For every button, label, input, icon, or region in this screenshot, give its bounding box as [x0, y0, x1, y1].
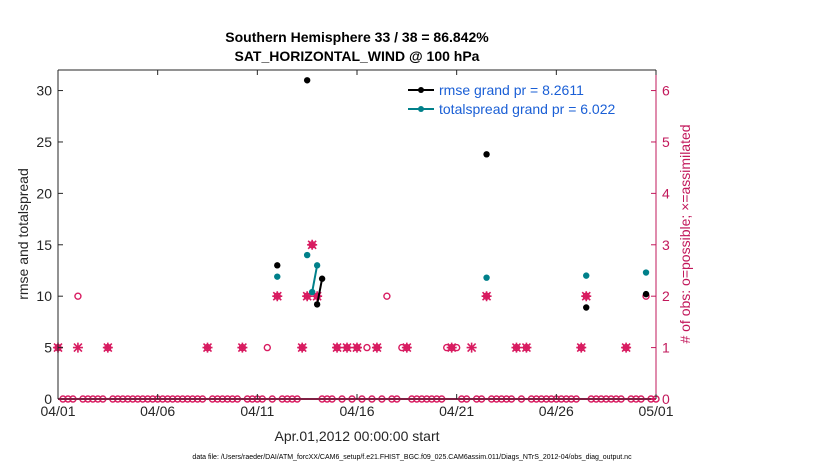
x-tick-label-2: 04/11: [240, 403, 274, 419]
obs-assimilated-marker: [102, 342, 113, 353]
chart-title-line1: Southern Hemisphere 33 / 38 = 86.842%: [225, 29, 489, 45]
legend-rmse-marker: [418, 87, 424, 93]
ticks-layer: 04/01 04/06 04/11 04/16 04/21 04/26 05/0105101…: [36, 70, 674, 419]
x-tick-label-5: 04/26: [539, 403, 574, 419]
obs-assimilated-marker: [621, 342, 632, 353]
series-layer: [274, 77, 650, 311]
y-axis-right-label: # of obs: o=possible; ×=assimilated: [677, 124, 693, 343]
spread-point: [303, 251, 311, 259]
x-tick-label-0: 04/01: [40, 403, 75, 419]
y-right-tick-label-3: 3: [662, 237, 670, 253]
legend-spread-marker: [418, 106, 424, 112]
y-left-tick-label-0: 0: [44, 391, 52, 407]
rmse-point: [318, 275, 326, 282]
obs-layer: [53, 239, 650, 353]
obs-assimilated-marker: [481, 291, 492, 302]
obs-assimilated-marker: [342, 342, 353, 353]
x-tick-label-1: 04/06: [140, 403, 175, 419]
y-right-tick-label-0: 0: [662, 391, 670, 407]
obs-assimilated-marker: [312, 291, 323, 302]
obs-assimilated-marker: [371, 342, 382, 353]
spread-point: [642, 269, 650, 276]
obs-assimilated-marker: [72, 342, 83, 353]
rmse-point: [583, 304, 590, 311]
obs-assimilated-marker: [401, 342, 412, 353]
x-tick-label-6: 05/01: [638, 403, 673, 419]
x-tick-label-3: 04/16: [339, 403, 374, 419]
y-left-tick-label-2: 10: [36, 288, 52, 304]
rmse-line: [316, 278, 324, 305]
legend-spread-label: totalspread grand pr = 6.022: [439, 101, 616, 117]
obs-assimilated-marker: [466, 342, 477, 353]
rmse-point: [274, 262, 281, 269]
obs-assimilated-marker: [576, 342, 587, 353]
spread-point: [313, 262, 321, 269]
obs-assimilated-marker: [307, 239, 318, 250]
y-right-tick-label-1: 1: [662, 340, 670, 356]
obs-assimilated-marker: [352, 342, 362, 353]
rmse-point: [483, 151, 490, 158]
obs-possible-marker: [263, 343, 271, 352]
obs-assimilated-marker: [581, 291, 592, 302]
x-tick-label-4: 04/21: [439, 403, 474, 419]
obs-assimilated-marker: [202, 342, 213, 353]
obs-assimilated-marker: [521, 342, 532, 353]
legend: rmse grand pr = 8.2611 totalspread grand…: [408, 82, 616, 117]
y-left-tick-label-6: 30: [36, 83, 52, 99]
y-left-tick-label-4: 20: [36, 185, 52, 201]
spread-point: [583, 272, 590, 279]
rmse-point: [303, 77, 311, 84]
rmse-point: [313, 301, 321, 308]
y-right-tick-label-4: 4: [662, 185, 670, 201]
rmse-point: [642, 290, 650, 298]
spread-point: [483, 274, 490, 281]
spread-line: [311, 265, 319, 293]
y-right-tick-label-2: 2: [662, 288, 670, 304]
obs-assimilated-marker: [446, 342, 457, 353]
obs-assimilated-marker: [302, 291, 313, 302]
y-right-tick-label-6: 6: [662, 83, 670, 99]
y-left-tick-label-5: 25: [36, 134, 52, 150]
y-left-tick-label-3: 15: [36, 237, 52, 253]
y-right-tick-label-5: 5: [662, 134, 670, 150]
spread-point: [308, 288, 316, 296]
chart-title-line2: SAT_HORIZONTAL_WIND @ 100 hPa: [235, 48, 480, 64]
obs-possible-marker: [383, 292, 391, 300]
obs-assimilated-marker: [297, 342, 308, 353]
obs-assimilated-marker: [272, 291, 283, 302]
obs-assimilated-marker: [237, 342, 248, 353]
obs-possible-marker: [363, 343, 371, 352]
obs-assimilated-marker: [511, 342, 522, 353]
y-left-tick-label-1: 5: [44, 340, 52, 356]
obs-possible-marker: [74, 292, 82, 300]
obs-assimilated-marker: [332, 342, 343, 353]
y-axis-left-label: rmse and totalspread: [15, 168, 31, 300]
x-axis-label: Apr.01,2012 00:00:00 start: [274, 428, 439, 444]
legend-rmse-label: rmse grand pr = 8.2611: [439, 82, 584, 98]
data-file-footer: data file: /Users/raeder/DAI/ATM_forcXX/…: [192, 454, 632, 461]
spread-point: [274, 273, 281, 280]
